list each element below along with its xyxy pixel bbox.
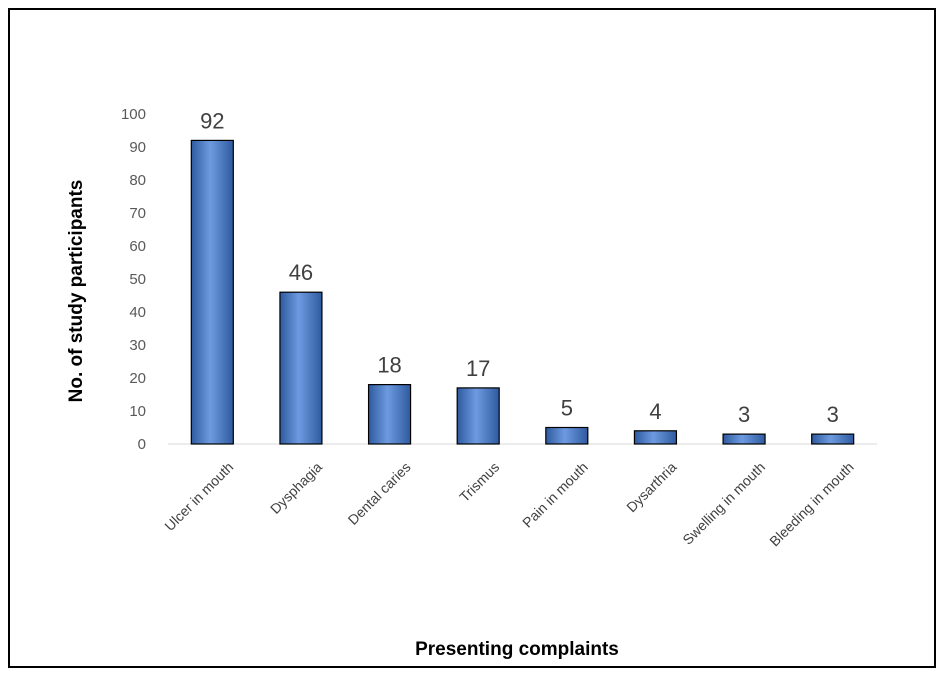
y-tick-label: 100 — [121, 106, 146, 123]
category-label: Swelling in mouth — [679, 459, 768, 548]
bar — [279, 291, 323, 445]
x-axis-title: Presenting complaints — [415, 639, 619, 660]
y-tick-label: 30 — [129, 337, 146, 354]
data-label: 46 — [289, 260, 313, 285]
data-label: 17 — [466, 356, 490, 381]
data-label: 3 — [827, 402, 839, 427]
y-tick-label: 60 — [129, 238, 146, 255]
y-tick-label: 40 — [129, 304, 146, 321]
y-tick-label: 80 — [129, 172, 146, 189]
y-tick-label: 90 — [129, 139, 146, 156]
data-labels: 92 46 18 17 5 4 3 3 — [200, 108, 839, 427]
y-tick-label: 20 — [129, 370, 146, 387]
y-tick-label: 50 — [129, 271, 146, 288]
category-label: Bleeding in mouth — [766, 459, 857, 550]
data-label: 92 — [200, 108, 224, 133]
bar — [633, 430, 678, 445]
y-tick-label: 70 — [129, 205, 146, 222]
y-axis-ticks: 0 10 20 30 40 50 60 70 80 90 100 — [121, 106, 146, 453]
bar — [456, 387, 500, 445]
y-tick-label: 10 — [129, 403, 146, 420]
data-label: 18 — [377, 353, 401, 378]
bar — [811, 433, 855, 445]
category-label: Pain in mouth — [519, 459, 591, 531]
y-tick-label: 0 — [138, 436, 146, 453]
category-label: Dysphagia — [267, 459, 325, 517]
category-label: Ulcer in mouth — [161, 459, 236, 534]
category-labels: Ulcer in mouth Dysphagia Dental caries Tris… — [161, 459, 857, 550]
data-label: 5 — [561, 396, 573, 421]
bar — [367, 384, 412, 445]
bars — [190, 139, 855, 445]
chart-frame — [8, 8, 936, 668]
category-label: Dental caries — [345, 459, 414, 528]
bar — [545, 426, 589, 445]
data-label: 3 — [738, 402, 750, 427]
y-axis-title: No. of study participants — [66, 180, 87, 403]
bar — [722, 433, 766, 445]
category-label: Dysarthria — [623, 459, 680, 516]
data-label: 4 — [649, 399, 661, 424]
category-label: Trismus — [456, 459, 502, 505]
bar — [190, 139, 234, 445]
